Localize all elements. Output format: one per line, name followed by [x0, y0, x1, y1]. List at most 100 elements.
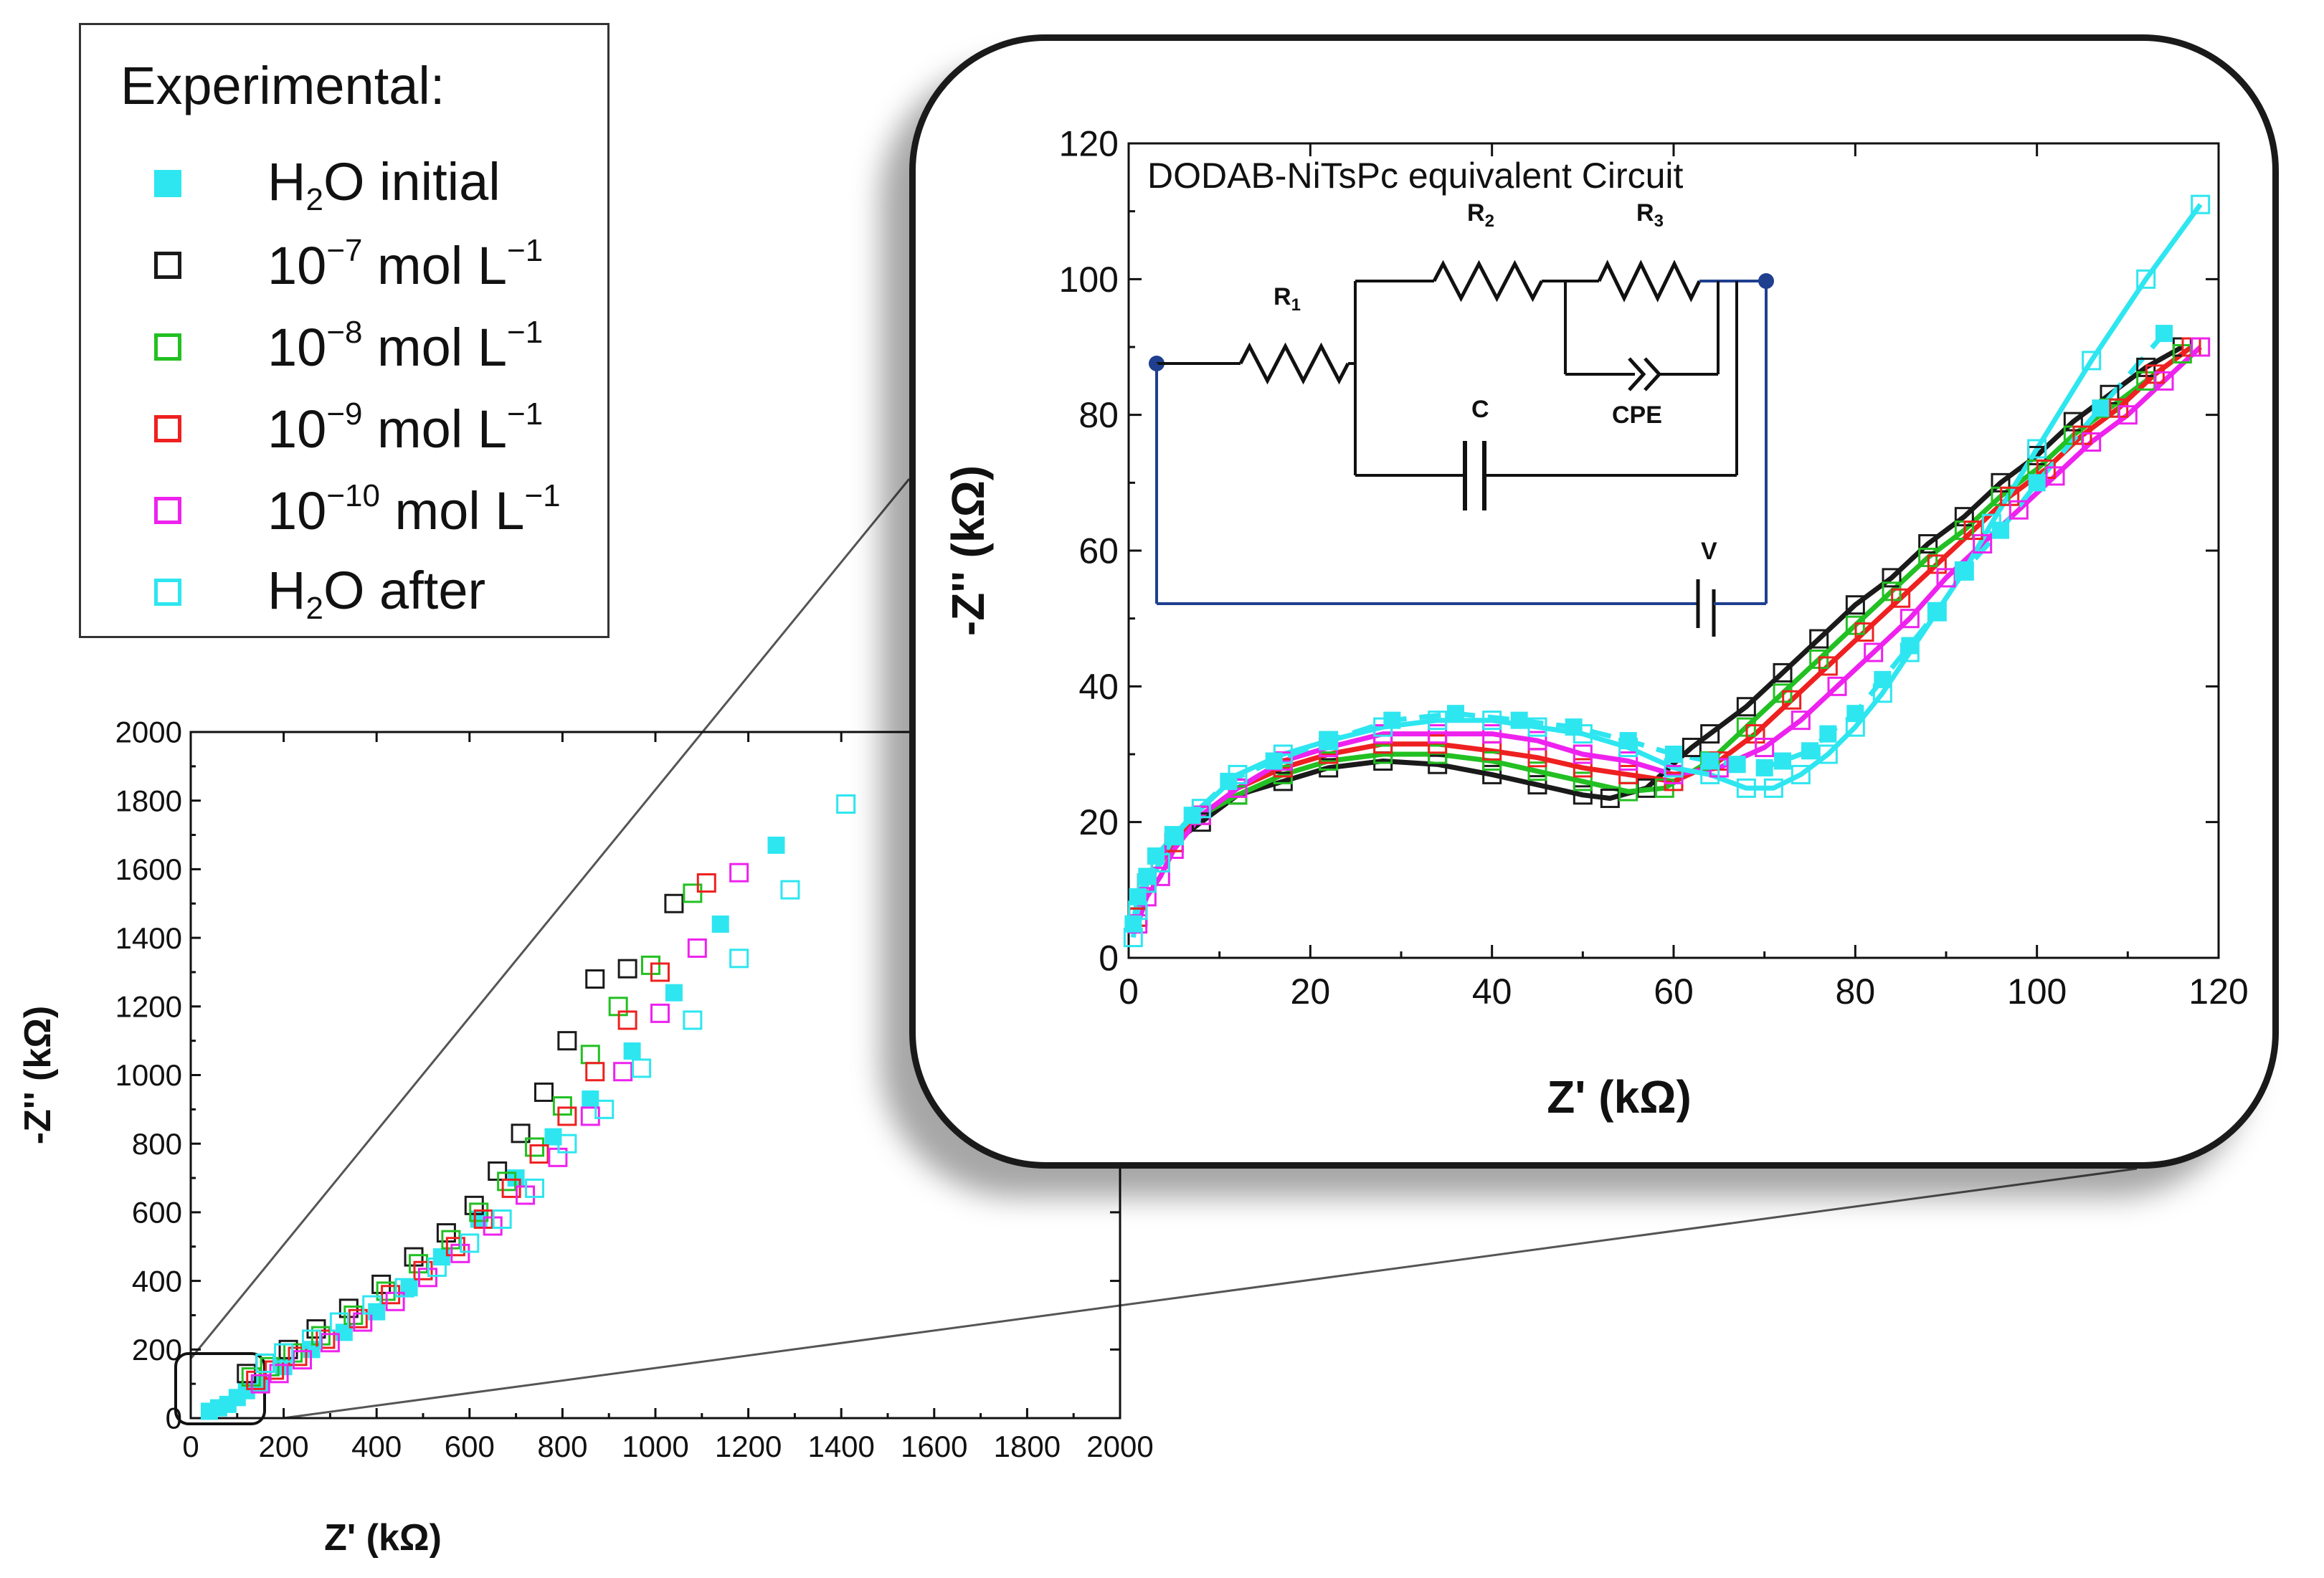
data-point — [580, 1106, 600, 1126]
data-point — [1138, 868, 1156, 885]
data-point — [1809, 629, 1829, 649]
legend: Experimental: H2O initial 10−7 mol L−1 10−… — [79, 23, 610, 638]
data-point — [274, 1343, 294, 1363]
legend-label-rest: mol L — [362, 318, 507, 377]
legend-label-rest: mol L — [362, 236, 507, 295]
data-point — [1665, 746, 1682, 763]
data-point — [1818, 656, 1838, 676]
fit-curve — [1135, 351, 2184, 918]
data-point — [394, 1278, 414, 1298]
data-point — [1899, 609, 1920, 629]
data-point — [1928, 603, 1946, 621]
legend-label-rest: mol L — [362, 399, 507, 459]
data-point — [1728, 756, 1746, 774]
legend-label-rest: O initial — [323, 152, 501, 211]
data-point — [1265, 752, 1283, 770]
data-point — [2028, 474, 2046, 492]
legend-item: 10−10 mol L−1 — [81, 467, 612, 553]
data-point — [650, 962, 670, 982]
data-point — [1819, 725, 1837, 743]
data-point — [1319, 732, 1337, 750]
legend-label-sub: 2 — [305, 182, 323, 217]
label-r2: R2 — [1467, 199, 1494, 231]
legend-marker-icon — [154, 497, 181, 524]
label-v: V — [1701, 538, 1717, 565]
y-tick-label: 60 — [1078, 531, 1119, 571]
legend-marker-icon — [154, 415, 181, 442]
y-tick-label: 100 — [1059, 260, 1119, 300]
data-point — [1864, 642, 1884, 662]
y-axis-label: -Z'' (kΩ) — [17, 1006, 59, 1145]
data-point — [1147, 847, 1165, 865]
data-point — [780, 880, 800, 900]
y-tick-label: 200 — [132, 1333, 182, 1367]
x-axis-label: Z' (kΩ) — [1547, 1071, 1692, 1123]
data-point — [1845, 595, 1865, 615]
label-r1: R1 — [1274, 283, 1301, 315]
legend-title: Experimental: — [120, 56, 445, 115]
data-point — [1510, 711, 1528, 729]
inset-title: DODAB-NiTsPc equivalent Circuit — [1147, 156, 1684, 196]
legend-label-main: 10 — [267, 236, 327, 295]
data-point — [1818, 744, 1838, 764]
data-point — [665, 984, 683, 1002]
x-tick-label: 1600 — [901, 1430, 967, 1463]
y-tick-label: 400 — [132, 1264, 182, 1298]
data-point — [1801, 742, 1818, 760]
x-tick-label: 2000 — [1086, 1430, 1153, 1463]
data-point — [632, 1058, 652, 1078]
data-point — [683, 883, 703, 903]
data-point — [1918, 534, 1938, 554]
data-point — [320, 1333, 340, 1353]
y-tick-label: 120 — [1059, 124, 1119, 164]
data-point — [711, 915, 729, 933]
legend-label-sup: −1 — [507, 396, 544, 432]
legend-label: H2O after — [267, 560, 485, 627]
data-point — [1527, 731, 1547, 751]
data-point — [617, 959, 637, 979]
series-1e-8 — [1128, 343, 2192, 927]
resistor-icon — [1238, 342, 1350, 385]
inset-panel — [909, 34, 2279, 1169]
legend-item: H2O after — [81, 548, 612, 634]
data-point — [1373, 744, 1393, 764]
legend-label-sup: −1 — [524, 478, 561, 513]
y-tick-label: 600 — [132, 1196, 182, 1230]
data-point — [511, 1123, 531, 1144]
data-point — [1682, 738, 1702, 758]
data-point — [529, 1144, 549, 1164]
data-point — [533, 1082, 554, 1102]
data-point — [1755, 759, 1773, 776]
y-tick-label: 1800 — [115, 784, 182, 817]
label-c: C — [1471, 396, 1489, 423]
legend-label: 10−10 mol L−1 — [267, 478, 561, 541]
label-r3: R3 — [1636, 199, 1664, 231]
y-tick-label: 1400 — [115, 921, 182, 955]
data-point — [1782, 690, 1802, 710]
data-point — [1428, 754, 1448, 774]
series-H2O-initial — [1124, 325, 2173, 933]
data-point — [1482, 710, 1502, 731]
data-point — [767, 836, 785, 854]
y-tick-label: 800 — [132, 1127, 182, 1161]
y-tick-label: 0 — [1099, 938, 1119, 979]
x-tick-label: 40 — [1472, 971, 1512, 1012]
data-point — [729, 949, 749, 969]
legend-marker-icon — [154, 252, 181, 279]
data-point — [836, 794, 856, 814]
x-tick-label: 400 — [351, 1430, 402, 1463]
data-point — [381, 1285, 401, 1305]
data-point — [664, 893, 684, 913]
data-point — [497, 1171, 517, 1192]
data-point — [1763, 778, 1783, 798]
legend-label-main: H — [267, 561, 306, 620]
data-point — [1527, 717, 1547, 737]
data-point — [1874, 670, 1892, 688]
data-point — [2082, 432, 2102, 452]
x-axis-label: Z' (kΩ) — [324, 1517, 442, 1559]
data-point — [1736, 697, 1756, 717]
data-point — [413, 1260, 433, 1280]
data-point — [525, 1137, 545, 1157]
data-point — [1791, 764, 1811, 784]
data-point — [557, 1031, 577, 1051]
